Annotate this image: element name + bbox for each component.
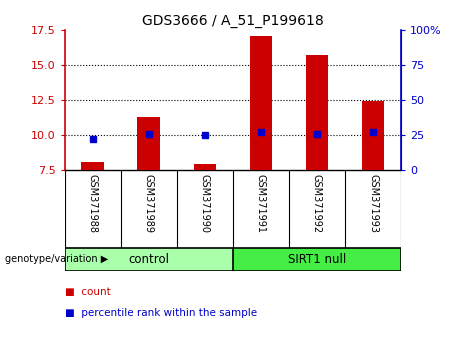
Text: SIRT1 null: SIRT1 null (288, 253, 346, 266)
Text: GSM371990: GSM371990 (200, 174, 210, 233)
Bar (233, 248, 401, 271)
Bar (194, 164, 216, 170)
Bar (65, 248, 233, 271)
Text: ■  count: ■ count (65, 287, 110, 297)
Text: GSM371989: GSM371989 (144, 174, 154, 233)
Bar (82, 161, 104, 170)
Text: GSM371992: GSM371992 (312, 174, 322, 233)
Bar (250, 36, 272, 170)
Text: GSM371988: GSM371988 (88, 174, 98, 233)
Bar (306, 55, 328, 170)
Bar (362, 101, 384, 170)
Text: GSM371991: GSM371991 (256, 174, 266, 233)
Bar (137, 117, 160, 170)
Text: control: control (128, 253, 169, 266)
Text: genotype/variation ▶: genotype/variation ▶ (5, 254, 108, 264)
Text: ■  percentile rank within the sample: ■ percentile rank within the sample (65, 308, 257, 318)
Title: GDS3666 / A_51_P199618: GDS3666 / A_51_P199618 (142, 14, 324, 28)
Text: GSM371993: GSM371993 (368, 174, 378, 233)
